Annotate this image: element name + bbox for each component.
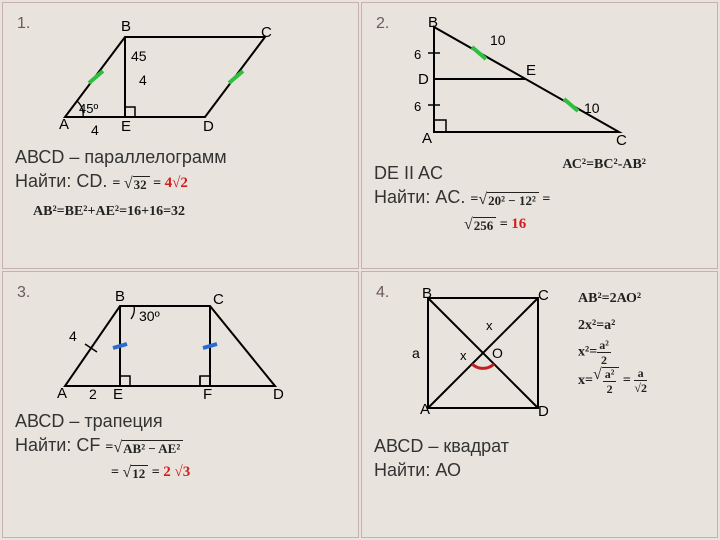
svg-text:10: 10 [490,32,506,48]
triangle-svg: A B C D E 6 6 10 10 [414,17,644,147]
svg-text:10: 10 [584,100,600,116]
problem-text: АВСD – квадрат Найти: АО [374,434,705,483]
parallelogram-svg: A B C D E 45º 45 4 4 [55,17,275,137]
svg-text:F: F [203,386,212,401]
work-l4: х=√a²2 = a√2 [578,367,647,395]
svg-text:4: 4 [91,122,99,137]
answer: = √32 = 4√2 [112,176,187,191]
given-parallel: DE II AC [374,163,443,183]
problem-text: DE II AC Найти: AС. =√20² − 12² = √256 =… [374,161,550,235]
answer-line1: =√AB² − AE² [105,440,183,455]
figure-3: A B C D E F 4 30º 2 [55,286,346,401]
svg-text:2: 2 [89,386,97,401]
svg-text:E: E [121,118,131,135]
svg-text:D: D [273,386,284,401]
svg-text:B: B [115,288,125,305]
shape-desc: АВСD – квадрат [374,436,509,456]
svg-text:D: D [203,118,214,135]
svg-text:D: D [538,403,549,420]
figure-1: A B C D E 45º 45 4 4 [55,17,346,137]
svg-text:O: O [492,345,503,361]
svg-text:A: A [57,385,67,401]
problem-cell-1: 1. A B C D E 45º 45 [2,2,359,269]
svg-text:45: 45 [131,48,147,64]
answer-line2: = √12 = 2 √3 [111,465,190,480]
svg-text:A: A [422,130,432,147]
svg-text:E: E [113,386,123,401]
answer-line2: √256 = 16 [464,217,526,232]
problem-cell-4: 4. A B C D O a х х [361,271,718,538]
figure-2: A B C D E 6 6 10 10 [414,17,705,147]
problem-text: АВСD – трапеция Найти: CF =√AB² − AE² = … [15,409,346,483]
svg-text:A: A [59,116,69,133]
svg-text:4: 4 [69,328,77,344]
find-label: Найти: CD. [15,171,107,191]
find-label: Найти: AС. [374,187,465,207]
trapezoid-svg: A B C D E F 4 30º 2 [55,286,295,401]
find-label: Найти: CF [15,435,100,455]
svg-text:45º: 45º [79,101,98,116]
svg-text:B: B [121,18,131,35]
svg-text:A: A [420,401,430,418]
svg-text:х: х [460,348,467,363]
svg-text:30º: 30º [139,308,160,324]
svg-text:C: C [213,291,224,308]
svg-text:D: D [418,71,429,88]
work-l2: 2х²=а² [578,313,647,340]
worksheet-grid: 1. A B C D E 45º 45 [0,0,720,540]
find-label: Найти: АО [374,460,461,480]
svg-text:C: C [261,24,272,41]
side-formula: АС²=ВС²-АВ² [562,157,646,173]
problem-cell-3: 3. A B C D E [2,271,359,538]
shape-desc: АВСD – параллелограмм [15,147,227,167]
svg-text:E: E [526,62,536,79]
svg-text:6: 6 [414,99,421,114]
problem-text: АВСD – параллелограмм Найти: CD. = √32 =… [15,145,346,194]
svg-text:C: C [538,287,549,304]
svg-text:B: B [422,286,432,302]
svg-text:C: C [616,132,627,147]
work-formula: АВ²=ВЕ²+АЕ²=16+16=32 [33,204,346,220]
svg-text:4: 4 [139,72,147,88]
problem-number: 2. [376,15,389,33]
problem-cell-2: 2. A B C D E 6 6 [361,2,718,269]
svg-text:B: B [428,17,438,31]
problem-number: 1. [17,15,30,33]
side-work: АВ²=2АО² 2х²=а² х²=a²2 х=√a²2 = a√2 [578,286,647,395]
work-l3: х²=a²2 [578,339,647,366]
svg-text:х: х [486,318,493,333]
svg-text:a: a [412,345,420,361]
figure-4: A B C D O a х х [410,286,560,426]
problem-number: 4. [376,284,389,302]
svg-text:6: 6 [414,47,421,62]
work-l1: АВ²=2АО² [578,286,647,313]
problem-number: 3. [17,284,30,302]
square-svg: A B C D O a х х [410,286,560,426]
shape-desc: АВСD – трапеция [15,411,163,431]
answer-line1: =√20² − 12² = [470,192,550,207]
